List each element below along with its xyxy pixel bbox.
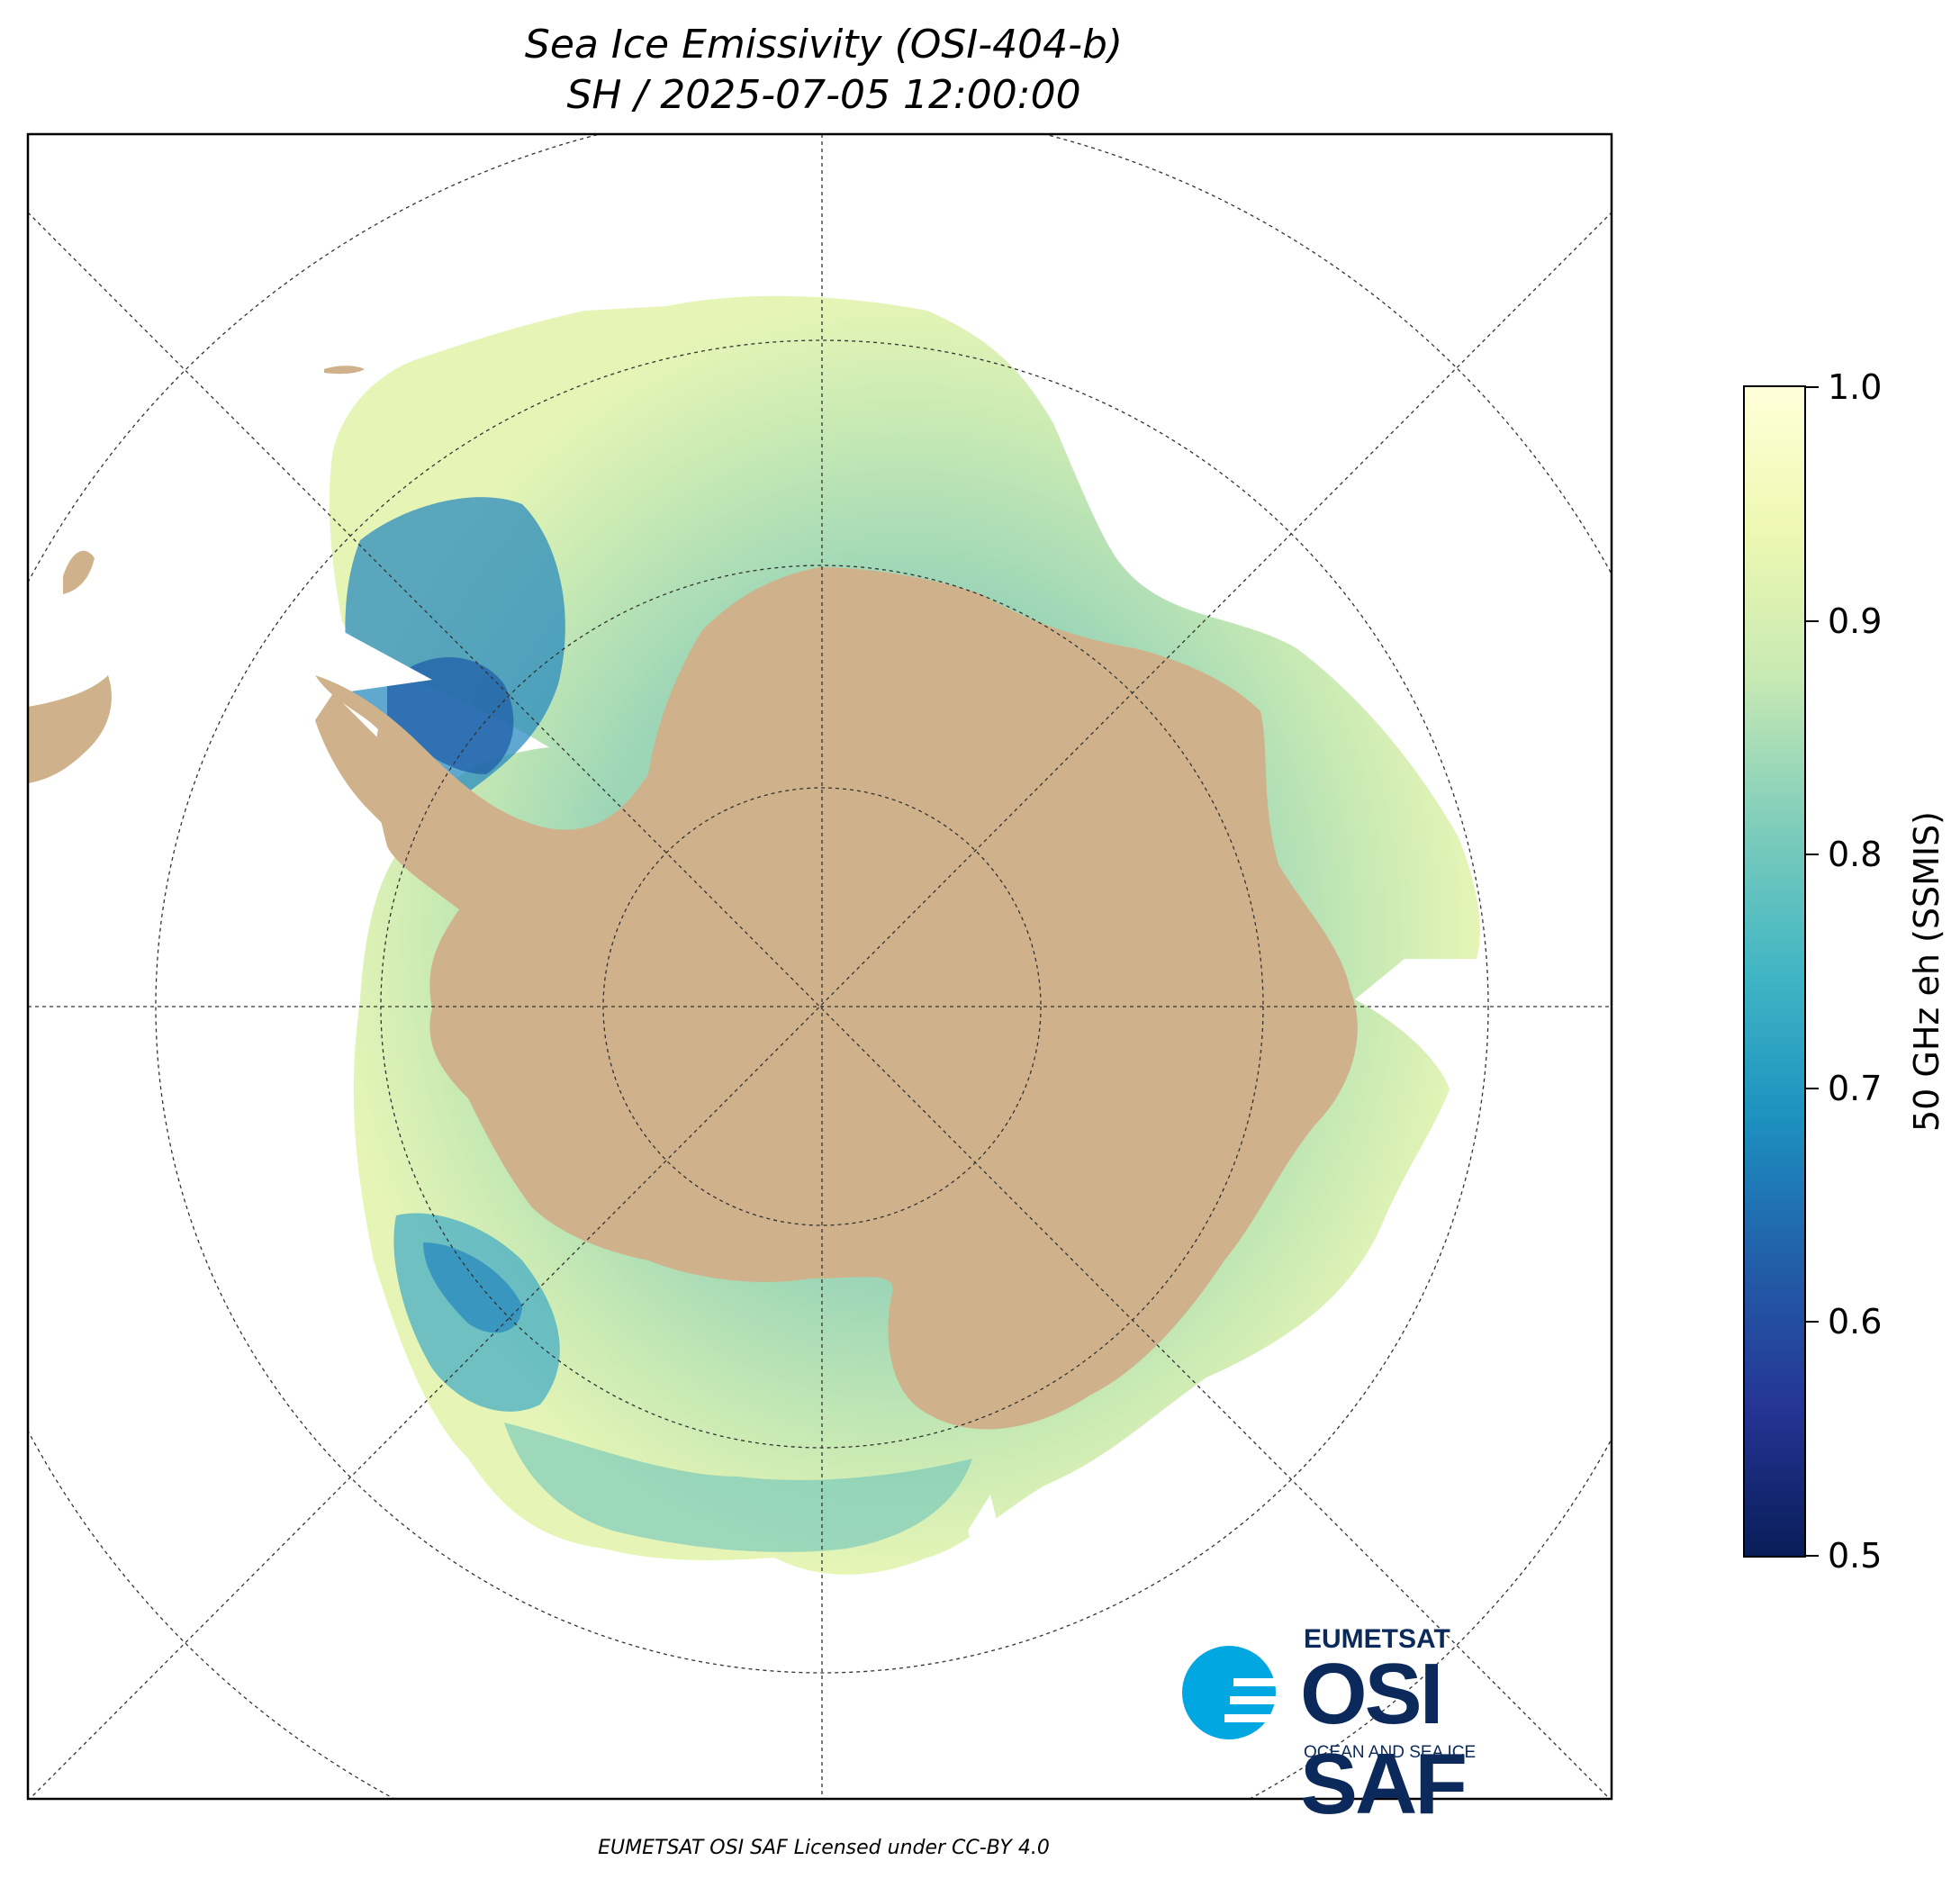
logo-name: OSI SAF [1300, 1646, 1468, 1832]
colorbar-tick-label: 1.0 [1828, 367, 1883, 407]
data-gap-north [968, 1495, 1013, 1603]
island [324, 366, 365, 375]
colorbar-tick-label: 0.5 [1828, 1536, 1883, 1576]
data-gap-east [1386, 962, 1495, 999]
colorbar-tick [1806, 1321, 1819, 1323]
island [63, 550, 95, 594]
polar-map [26, 132, 1613, 1801]
south-america-tip [28, 675, 112, 783]
colorbar-tick-label: 0.7 [1828, 1068, 1883, 1108]
data-gap-west [306, 621, 432, 693]
map-frame [26, 132, 1613, 1801]
license-footer: EUMETSAT OSI SAF Licensed under CC-BY 4.… [598, 1837, 1050, 1859]
osi-saf-logo: EUMETSAT OSI SAF OCEAN AND SEA ICE [1179, 1621, 1594, 1829]
map-subtitle: SH / 2025-07-05 12:00:00 [566, 72, 1081, 118]
colorbar-tick [1806, 1555, 1819, 1557]
colorbar-tick [1806, 1087, 1819, 1089]
low-emissivity-region-south-core [423, 1242, 522, 1333]
logo-tagline: OCEAN AND SEA ICE [1304, 1743, 1477, 1762]
antarctica-landmass [315, 567, 1358, 1430]
mid-emissivity-region-southeast [504, 1423, 972, 1552]
colorbar-tick-label: 0.9 [1828, 601, 1883, 641]
graticule [28, 134, 1612, 1799]
colorbar-tick-label: 0.8 [1828, 835, 1883, 875]
logo-org: EUMETSAT [1304, 1624, 1450, 1654]
colorbar-tick [1806, 854, 1819, 856]
colorbar-tick-label: 0.6 [1828, 1302, 1883, 1342]
colorbar [1743, 385, 1806, 1558]
colorbar-tick [1806, 386, 1819, 388]
colorbar-label: 50 GHz eh (SSMIS) [1907, 810, 1946, 1133]
antarctic-peninsula [315, 693, 486, 891]
map-title: Sea Ice Emissivity (OSI-404-b) [524, 22, 1124, 68]
colorbar-tick [1806, 619, 1819, 622]
osi-saf-emblem-icon [1182, 1646, 1287, 1739]
